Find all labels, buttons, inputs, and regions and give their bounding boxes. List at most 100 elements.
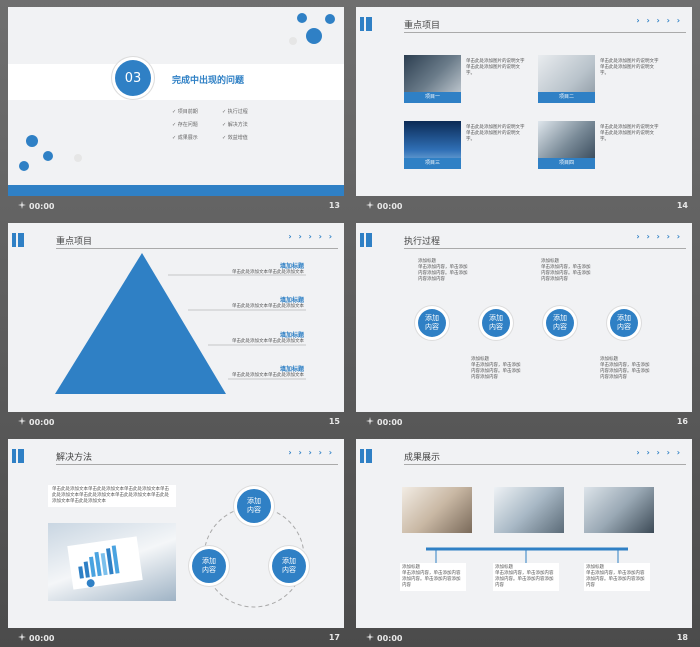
header-divider	[56, 248, 338, 249]
row-label: 填加标题	[279, 297, 304, 304]
arrows-icon: › › › › ›	[636, 232, 682, 241]
header-bar-icon	[360, 17, 364, 31]
bullet: ✓ 存在问题	[172, 122, 198, 128]
slide-meta: 00:00 15	[8, 415, 344, 429]
slide-thumb-15[interactable]: 重点项目 › › › › › 填加标题 单击此处添加文本单击此处添加文本 填加标…	[8, 223, 344, 429]
slide-meta: 00:00 14	[356, 199, 692, 213]
bullet: ✓ 执行过程	[222, 109, 248, 115]
decor-dots	[19, 13, 335, 171]
process-circle: 添加内容	[610, 309, 638, 337]
timeline	[426, 547, 628, 563]
transition-icon	[18, 201, 26, 209]
slide-13[interactable]: 03 完成中出现的问题 ✓ 项目前期 ✓ 执行过程 ✓ 存在问题 ✓ 解决方法 …	[8, 7, 344, 196]
pyramid-diagram	[55, 253, 306, 394]
slide-thumb-14[interactable]: 重点项目 › › › › › 项目一 单击此处添加图片的说明文字单击此处添加图片…	[356, 7, 692, 213]
slide-time: 00:00	[377, 202, 403, 211]
slide-time: 00:00	[29, 418, 55, 427]
row-text: 单击此处添加文本单击此处添加文本	[232, 373, 304, 378]
note-text: 单击添加内容，单击添加内容添加内容。单击添加内容添加内容	[418, 265, 468, 282]
transition-icon	[18, 633, 26, 641]
result-photo	[494, 487, 564, 533]
result-photo	[402, 487, 472, 533]
process-circle: 添加内容	[482, 309, 510, 337]
slide-number: 13	[328, 201, 340, 210]
header-divider	[56, 464, 338, 465]
slide-16[interactable]: 执行过程 › › › › › 添加标题 单击添加内容，单击添加内容添加内容。单击…	[356, 223, 692, 412]
note-title: 添加标题	[471, 357, 489, 362]
slide-thumb-17[interactable]: 解决方法 › › › › › 单击此处添加文本单击此处添加文本单击此处添加文本单…	[8, 439, 344, 645]
photo-caption: 项目三	[404, 158, 461, 169]
row-text: 单击此处添加文本单击此处添加文本	[232, 339, 304, 344]
process-note: 添加标题 单击添加内容，单击添加内容添加内容。单击添加内容添加内容	[471, 357, 521, 381]
result-photo	[584, 487, 654, 533]
pyramid-row: 填加标题 单击此处添加文本单击此处添加文本	[232, 364, 304, 379]
note-title: 添加标题	[541, 259, 559, 264]
process-note: 添加标题 单击添加内容，单击添加内容添加内容。单击添加内容添加内容	[418, 259, 468, 283]
note-text: 单击添加内容，单击添加内容添加内容。单击添加内容添加内容	[541, 265, 591, 282]
row-label: 填加标题	[279, 366, 304, 373]
circle-label: 添加内容	[202, 557, 216, 574]
note-text: 单击添加内容，单击添加内容添加内容。单击添加内容添加内容	[402, 571, 461, 588]
slide-time: 00:00	[29, 634, 55, 643]
bullet: ✓ 成果展示	[172, 135, 198, 141]
header-bar-icon	[366, 17, 372, 31]
slide-15[interactable]: 重点项目 › › › › › 填加标题 单击此处添加文本单击此处添加文本 填加标…	[8, 223, 344, 412]
header-divider	[404, 464, 686, 465]
slide-meta: 00:00 13	[8, 199, 344, 213]
project-photo: 项目三	[404, 121, 461, 169]
note-text: 单击添加内容，单击添加内容添加内容。单击添加内容添加内容	[495, 571, 554, 588]
slide-number: 14	[676, 201, 688, 210]
circle-label: 添加内容	[247, 497, 261, 514]
header-bar-icon	[360, 233, 364, 247]
slide-meta: 00:00 16	[356, 415, 692, 429]
result-note: 添加标题 单击添加内容，单击添加内容添加内容。单击添加内容添加内容	[493, 563, 559, 591]
slide-number: 15	[328, 417, 340, 426]
note-title: 添加标题	[402, 565, 420, 570]
note-title: 添加标题	[600, 357, 618, 362]
note-text: 单击添加内容，单击添加内容添加内容。单击添加内容添加内容	[471, 363, 521, 380]
slide-title: 执行过程	[404, 237, 441, 247]
note-text: 单击添加内容，单击添加内容添加内容。单击添加内容添加内容	[586, 571, 645, 588]
cycle-circle: 添加内容	[272, 549, 306, 583]
slide-thumb-13[interactable]: 03 完成中出现的问题 ✓ 项目前期 ✓ 执行过程 ✓ 存在问题 ✓ 解决方法 …	[8, 7, 344, 213]
slide-time: 00:00	[377, 634, 403, 643]
body-paragraph: 单击此处添加文本单击此处添加文本单击此处添加文本单击此处添加文本单击此处添加文本…	[48, 485, 176, 507]
row-label: 填加标题	[279, 332, 304, 339]
slide-title: 重点项目	[56, 237, 93, 247]
slide-17[interactable]: 解决方法 › › › › › 单击此处添加文本单击此处添加文本单击此处添加文本单…	[8, 439, 344, 628]
header-bar-icon	[360, 449, 364, 463]
circle-label: 添加内容	[489, 314, 503, 331]
slide-14[interactable]: 重点项目 › › › › › 项目一 单击此处添加图片的说明文字单击此处添加图片…	[356, 7, 692, 196]
row-label: 填加标题	[279, 263, 304, 270]
pyramid-row: 填加标题 单击此处添加文本单击此处添加文本	[232, 261, 304, 276]
item-text: 单击此处添加图片的说明文字单击此处添加图片的说明文字。	[466, 59, 525, 76]
item-text: 单击此处添加图片的说明文字单击此处添加图片的说明文字。	[466, 125, 525, 142]
title-band	[8, 64, 344, 100]
row-text: 单击此处添加文本单击此处添加文本	[232, 270, 304, 275]
slide-number: 17	[328, 633, 340, 642]
header-bar-icon	[18, 449, 24, 463]
slide-thumb-16[interactable]: 执行过程 › › › › › 添加标题 单击添加内容，单击添加内容添加内容。单击…	[356, 223, 692, 429]
pyramid-shape	[55, 253, 226, 394]
slide-thumb-18[interactable]: 成果展示 › › › › › 添加标题 单击添加内容，单击添加内容添加内容。单击…	[356, 439, 692, 645]
header-bar-icon	[12, 233, 16, 247]
cycle-circle: 添加内容	[192, 549, 226, 583]
slide-time: 00:00	[29, 202, 55, 211]
slide-18[interactable]: 成果展示 › › › › › 添加标题 单击添加内容，单击添加内容添加内容。单击…	[356, 439, 692, 628]
circle-label: 添加内容	[282, 557, 296, 574]
transition-icon	[18, 417, 26, 425]
result-note: 添加标题 单击添加内容，单击添加内容添加内容。单击添加内容添加内容	[584, 563, 650, 591]
project-photo: 项目二	[538, 55, 595, 103]
header-bar-icon	[366, 449, 372, 463]
header-bar-icon	[18, 233, 24, 247]
section-title: 完成中出现的问题	[172, 76, 245, 86]
transition-icon	[366, 417, 374, 425]
bullet: ✓ 效益增值	[222, 135, 248, 141]
process-circle: 添加内容	[418, 309, 446, 337]
arrows-icon: › › › › ›	[636, 16, 682, 25]
slide-number: 16	[676, 417, 688, 426]
bar-graph-icon	[67, 536, 143, 590]
photo-caption: 项目一	[404, 92, 461, 103]
cycle-diagram	[203, 506, 305, 608]
photo-caption: 项目二	[538, 92, 595, 103]
